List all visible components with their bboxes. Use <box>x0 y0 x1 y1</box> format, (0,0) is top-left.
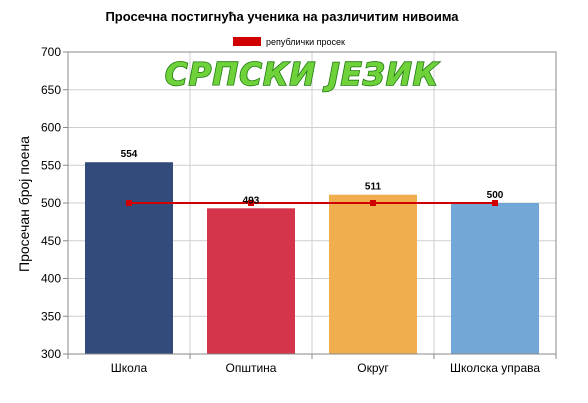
legend-swatch <box>233 37 261 46</box>
axes <box>67 51 557 359</box>
reference-line <box>126 200 498 206</box>
bar <box>85 162 173 354</box>
reference-line-point <box>370 200 376 206</box>
bar-value-label: 493 <box>243 195 260 206</box>
bar-value-label: 511 <box>365 182 382 193</box>
bar <box>207 208 295 354</box>
bar <box>451 203 539 354</box>
y-tick-label: 350 <box>41 309 61 323</box>
y-tick-label: 700 <box>41 45 61 59</box>
bar-value-label: 554 <box>121 149 138 160</box>
y-tick-label: 400 <box>41 272 61 286</box>
x-category-label: Округ <box>357 361 389 375</box>
legend-label: републички просек <box>266 37 345 47</box>
y-tick-labels: 300 350 400 450 500 550 600 650 700 <box>41 45 61 361</box>
y-axis-label: Просечан број поена <box>16 136 32 272</box>
x-category-labels: Школа Општина Округ Школска управа <box>111 361 541 375</box>
bar-value-label: 500 <box>487 190 504 201</box>
y-tick-label: 300 <box>41 347 61 361</box>
y-tick-label: 550 <box>41 158 61 172</box>
reference-line-point <box>248 200 254 206</box>
bars <box>85 162 539 354</box>
y-tick-label: 500 <box>41 196 61 210</box>
y-tick-label: 450 <box>41 234 61 248</box>
value-labels: 554 493 511 500 <box>121 149 504 206</box>
subject-stamp: СРПСКИ ЈЕЗИК <box>165 57 440 93</box>
reference-line-point <box>492 200 498 206</box>
x-category-label: Општина <box>226 361 277 375</box>
x-category-label: Школа <box>111 361 148 375</box>
chart-title: Просечна постигнућа ученика на различити… <box>105 9 459 24</box>
bar <box>329 194 417 354</box>
y-tick-label: 600 <box>41 121 61 135</box>
y-tick-label: 650 <box>41 83 61 97</box>
reference-line-point <box>126 200 132 206</box>
x-category-label: Школска управа <box>450 361 540 375</box>
legend: републички просек <box>233 37 345 47</box>
